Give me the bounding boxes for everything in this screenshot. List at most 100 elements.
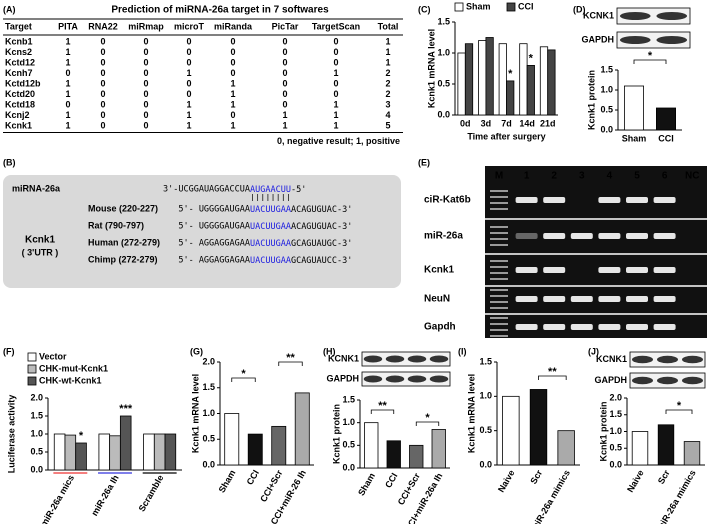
panel-label: (F): [3, 346, 15, 356]
gel-band: [543, 324, 566, 330]
panel-label: (E): [418, 157, 430, 167]
table-cell: 1: [230, 120, 235, 130]
table-cell: 1: [65, 120, 70, 130]
bar: [631, 431, 649, 466]
bar: [529, 389, 548, 466]
blot-frame: [361, 351, 451, 367]
gel-band: [515, 296, 538, 302]
utr-sequence: UACUUGAAGCAGUAUGC-3': [250, 239, 352, 249]
bar: [656, 107, 677, 131]
gel-band: [653, 296, 676, 302]
mirna-label: miRNA-26a: [12, 183, 61, 193]
y-axis-title: Kcnk1 mRNA level: [190, 374, 200, 453]
bar: [657, 424, 675, 466]
species: Rat (790-797): [88, 220, 144, 230]
panel-label: (A): [3, 4, 16, 14]
gel-band: [543, 267, 566, 273]
table-cell: Kcnk1: [5, 120, 32, 130]
ladder-band: [490, 323, 508, 325]
ladder-band: [490, 244, 508, 246]
table-cell: 0: [333, 78, 338, 88]
y-tick-label: 0.5: [609, 443, 622, 453]
table-cell: 0: [100, 120, 105, 130]
lane-label: 2: [551, 171, 557, 182]
table-cell: 0: [100, 57, 105, 67]
ladder-band: [490, 208, 508, 210]
table-cell: Kcnb1: [5, 36, 33, 46]
x-tick-label: Naive: [496, 468, 517, 494]
gene-label: Kcnk1: [25, 235, 55, 246]
gel-row-label: Kcnk1: [424, 265, 454, 276]
utr-sequence-prefix: 5'- UGGGGAUGAA: [178, 222, 250, 232]
table-cell: 0: [230, 47, 235, 57]
y-tick-label: 1.0: [202, 408, 215, 418]
table-header: RNA22: [88, 21, 118, 31]
y-axis-title: Kcnk1 protein: [586, 70, 596, 130]
blot-band: [363, 355, 383, 363]
bar: [109, 435, 121, 471]
y-tick-label: 0.0: [30, 464, 43, 474]
utr-sequence-prefix: 5'- AGGAGGAGAA: [178, 256, 250, 266]
gel-band: [570, 324, 593, 330]
table-cell: Kctd18: [5, 99, 35, 109]
table-cell: 0: [65, 99, 70, 109]
table-header: Target: [5, 21, 32, 31]
y-tick-label: 0.5: [437, 78, 450, 88]
table-cell: 1: [282, 120, 287, 130]
bar: [519, 43, 528, 116]
table-cell: 3: [385, 99, 390, 109]
gel-row-label: ciR-Kat6b: [424, 195, 471, 206]
table-cell: 0: [333, 36, 338, 46]
table-cell: Kctd20: [5, 89, 35, 99]
legend-label: CCI: [518, 1, 534, 11]
lane-label: 5: [634, 171, 640, 182]
lane-label: 6: [662, 171, 668, 182]
blot-band: [632, 376, 653, 385]
gel-band: [653, 197, 676, 203]
significance-bracket: [278, 361, 303, 366]
bar: [98, 433, 111, 471]
gel-band: [570, 296, 593, 302]
y-tick-label: 1.0: [600, 84, 613, 94]
species: Human (272-279): [88, 237, 160, 247]
bar: [409, 444, 424, 469]
y-tick-label: 1.5: [600, 64, 613, 74]
table-header: PicTar: [272, 21, 299, 31]
ladder-band: [490, 226, 508, 228]
gel-band: [598, 267, 621, 273]
x-tick-label: miR-26a Ih: [89, 473, 120, 517]
utr-sequence-prefix: 5'- UGGGGAUGAA: [178, 205, 250, 215]
bar: [624, 85, 645, 131]
gel-band: [598, 324, 621, 330]
table-header: PITA: [58, 21, 78, 31]
bar: [526, 65, 535, 116]
gel-band: [626, 197, 648, 203]
bar: [485, 37, 494, 116]
bar: [75, 442, 87, 471]
table-cell: 1: [186, 110, 191, 120]
table-cell: 1: [65, 36, 70, 46]
y-axis-title: Kcnk1 mRNA level: [466, 374, 476, 453]
table-title: Prediction of miRNA-26a target in 7 soft…: [111, 5, 329, 16]
ladder-band: [490, 289, 508, 291]
bar: [119, 415, 132, 471]
x-tick-label: 14d: [519, 118, 535, 128]
lane-label: 3: [579, 171, 585, 182]
y-tick-label: 1.0: [437, 47, 450, 57]
y-tick-label: 1.0: [479, 391, 492, 401]
blot-label: KCNK1: [596, 354, 627, 364]
ladder-band: [490, 307, 508, 309]
ladder-band: [490, 202, 508, 204]
legend-label: Sham: [466, 1, 491, 11]
table-cell: 0: [282, 36, 287, 46]
gel-band: [543, 296, 566, 302]
table-cell: 1: [65, 57, 70, 67]
legend-label: Vector: [39, 351, 67, 361]
blot-band: [385, 375, 405, 383]
y-tick-label: 1.5: [202, 382, 215, 392]
table-cell: 0: [100, 110, 105, 120]
legend-label: CHK-wt-Kcnk1: [39, 375, 102, 385]
panel-label: (G): [190, 346, 203, 356]
blot-band: [632, 355, 653, 364]
legend-swatch: [27, 364, 37, 374]
